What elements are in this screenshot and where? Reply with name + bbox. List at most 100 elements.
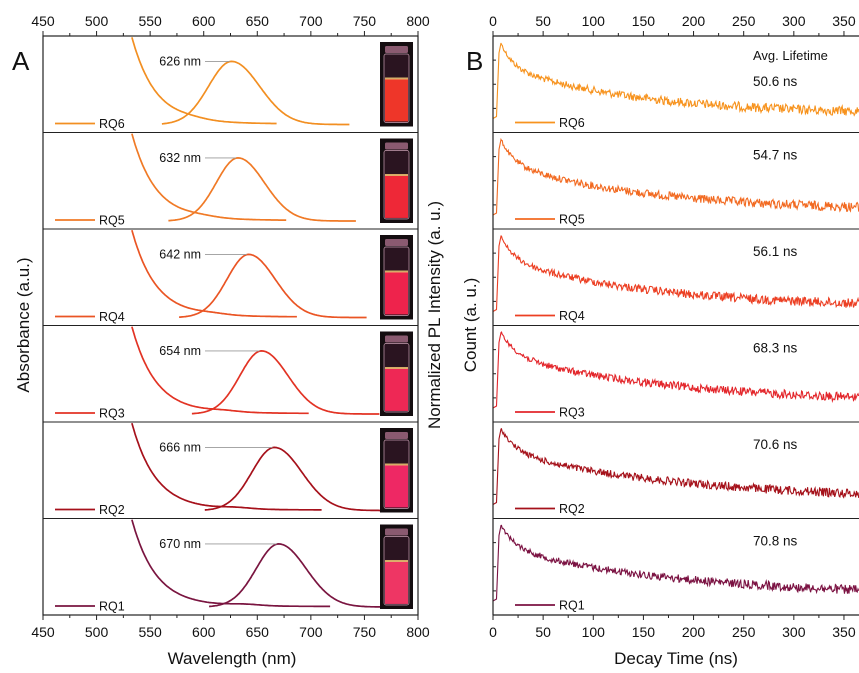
panel-b-xtick-label-bottom: 100 xyxy=(582,624,606,640)
legend-label-a-rq6: RQ6 xyxy=(99,117,125,131)
panel-a-xtick-label-top: 650 xyxy=(246,13,270,29)
pl-line-rq1 xyxy=(209,543,397,608)
panel-b-ylabel: Count (a. u.) xyxy=(461,278,480,373)
decay-curve-rq6 xyxy=(493,42,859,119)
panel-a-xtick-label-bottom: 750 xyxy=(353,624,377,640)
peak-label-rq3: 654 nm xyxy=(159,344,201,358)
pl-line-rq5 xyxy=(168,157,356,222)
panel-b-xlabel: Decay Time (ns) xyxy=(614,649,738,668)
legend-label-b-rq1: RQ1 xyxy=(559,599,585,613)
panel-a-xtick-label-top: 700 xyxy=(299,13,323,29)
panel-b-xtick-label-top: 350 xyxy=(832,13,856,29)
panel-a-xtick-label-top: 450 xyxy=(31,13,55,29)
panel-b-xtick-label-bottom: 200 xyxy=(682,624,706,640)
absorbance-line-rq3 xyxy=(131,326,309,415)
legend-label-b-rq6: RQ6 xyxy=(559,116,585,130)
lifetime-label-rq3: 68.3 ns xyxy=(753,341,798,356)
panel-a-xtick-label-bottom: 600 xyxy=(192,624,216,640)
vial-cap-rq2 xyxy=(385,432,408,439)
vial-meniscus-rq6 xyxy=(385,77,408,80)
decay-curve-rq4 xyxy=(493,235,859,312)
lifetime-label-rq2: 70.6 ns xyxy=(753,437,798,452)
legend-label-a-rq3: RQ3 xyxy=(99,407,125,421)
panel-a-ylabel-right: Normalized PL Intensity (a. u.) xyxy=(425,201,444,429)
vial-cap-rq1 xyxy=(385,528,408,536)
peak-label-rq6: 626 nm xyxy=(159,54,201,68)
panel-a-xtick-label-top: 750 xyxy=(353,13,377,29)
vial-liquid-rq2 xyxy=(385,465,408,508)
panel-a-xtick-label-top: 600 xyxy=(192,13,216,29)
legend-label-b-rq3: RQ3 xyxy=(559,406,585,420)
pl-line-rq4 xyxy=(179,253,367,319)
decay-curve-rq1 xyxy=(493,524,859,602)
panel-a-xtick-label-top: 500 xyxy=(85,13,109,29)
vial-liquid-rq6 xyxy=(385,79,408,122)
panel-b-xtick-label-bottom: 50 xyxy=(535,624,551,640)
peak-label-rq2: 666 nm xyxy=(159,440,201,454)
panel-b-xtick-label-top: 250 xyxy=(732,13,756,29)
absorbance-line-rq2 xyxy=(131,422,322,511)
panel-b-xtick-label-bottom: 350 xyxy=(832,624,856,640)
panel-a-xtick-label-bottom: 700 xyxy=(299,624,323,640)
panel-b-xtick-label-bottom: 300 xyxy=(782,624,806,640)
panel-b-xtick-label-top: 100 xyxy=(582,13,606,29)
decay-curve-rq2 xyxy=(493,428,859,505)
legend-label-a-rq2: RQ2 xyxy=(99,503,125,517)
peak-label-rq4: 642 nm xyxy=(159,247,201,261)
legend-label-b-rq5: RQ5 xyxy=(559,213,585,227)
panel-b-xtick-label-bottom: 250 xyxy=(732,624,756,640)
legend-label-a-rq4: RQ4 xyxy=(99,310,125,324)
panel-b-xtick-label-top: 200 xyxy=(682,13,706,29)
vial-cap-rq3 xyxy=(385,335,408,343)
vial-cap-rq4 xyxy=(385,239,408,246)
panel-b-xtick-label-top: 150 xyxy=(632,13,656,29)
vial-meniscus-rq1 xyxy=(385,559,408,562)
vial-liquid-rq4 xyxy=(385,272,408,315)
absorbance-line-rq4 xyxy=(131,229,297,318)
vial-liquid-rq3 xyxy=(385,368,408,411)
vial-meniscus-rq4 xyxy=(385,270,408,273)
vial-meniscus-rq5 xyxy=(385,173,408,176)
decay-curve-rq3 xyxy=(493,331,859,409)
panel-b-xtick-label-bottom: 150 xyxy=(632,624,656,640)
panel-a-xtick-label-bottom: 550 xyxy=(138,624,162,640)
pl-line-rq2 xyxy=(204,446,393,512)
absorbance-line-rq6 xyxy=(131,37,277,125)
absorbance-line-rq1 xyxy=(131,519,331,608)
panel-b-label: B xyxy=(466,46,483,76)
panel-a-xtick-label-bottom: 500 xyxy=(85,624,109,640)
lifetime-label-rq6: 50.6 ns xyxy=(753,74,798,89)
vial-meniscus-rq2 xyxy=(385,463,408,466)
decay-curve-rq5 xyxy=(493,137,859,216)
panel-a-xlabel: Wavelength (nm) xyxy=(168,649,297,668)
lifetime-label-rq1: 70.8 ns xyxy=(753,534,798,549)
panel-b-xtick-label-top: 300 xyxy=(782,13,806,29)
panel-a-label: A xyxy=(12,46,30,76)
lifetime-label-rq5: 54.7 ns xyxy=(753,148,798,163)
panel-a-xtick-label-bottom: 450 xyxy=(31,624,55,640)
panel-b-xtick-label-top: 50 xyxy=(535,13,551,29)
legend-label-a-rq5: RQ5 xyxy=(99,214,125,228)
pl-line-rq6 xyxy=(161,60,350,126)
vial-meniscus-rq3 xyxy=(385,366,408,369)
panel-a-xtick-label-top: 800 xyxy=(406,13,430,29)
peak-label-rq5: 632 nm xyxy=(159,151,201,165)
vial-liquid-rq1 xyxy=(385,561,408,604)
lifetime-label-rq4: 56.1 ns xyxy=(753,244,798,259)
panel-b-xtick-label-top: 0 xyxy=(489,13,497,29)
panel-b-curves xyxy=(493,42,859,602)
lifetime-header: Avg. Lifetime xyxy=(753,48,828,63)
legend-label-a-rq1: RQ1 xyxy=(99,600,125,614)
vial-cap-rq5 xyxy=(385,142,408,150)
panel-a-xtick-label-top: 550 xyxy=(138,13,162,29)
vial-cap-rq6 xyxy=(385,46,408,53)
peak-label-rq1: 670 nm xyxy=(159,537,201,551)
panel-a-xtick-label-bottom: 650 xyxy=(246,624,270,640)
legend-label-b-rq4: RQ4 xyxy=(559,309,585,323)
panel-a-xtick-label-bottom: 800 xyxy=(406,624,430,640)
absorbance-line-rq5 xyxy=(131,133,287,221)
legend-label-b-rq2: RQ2 xyxy=(559,502,585,516)
panel-a-ylabel-left: Absorbance (a.u.) xyxy=(14,257,33,392)
